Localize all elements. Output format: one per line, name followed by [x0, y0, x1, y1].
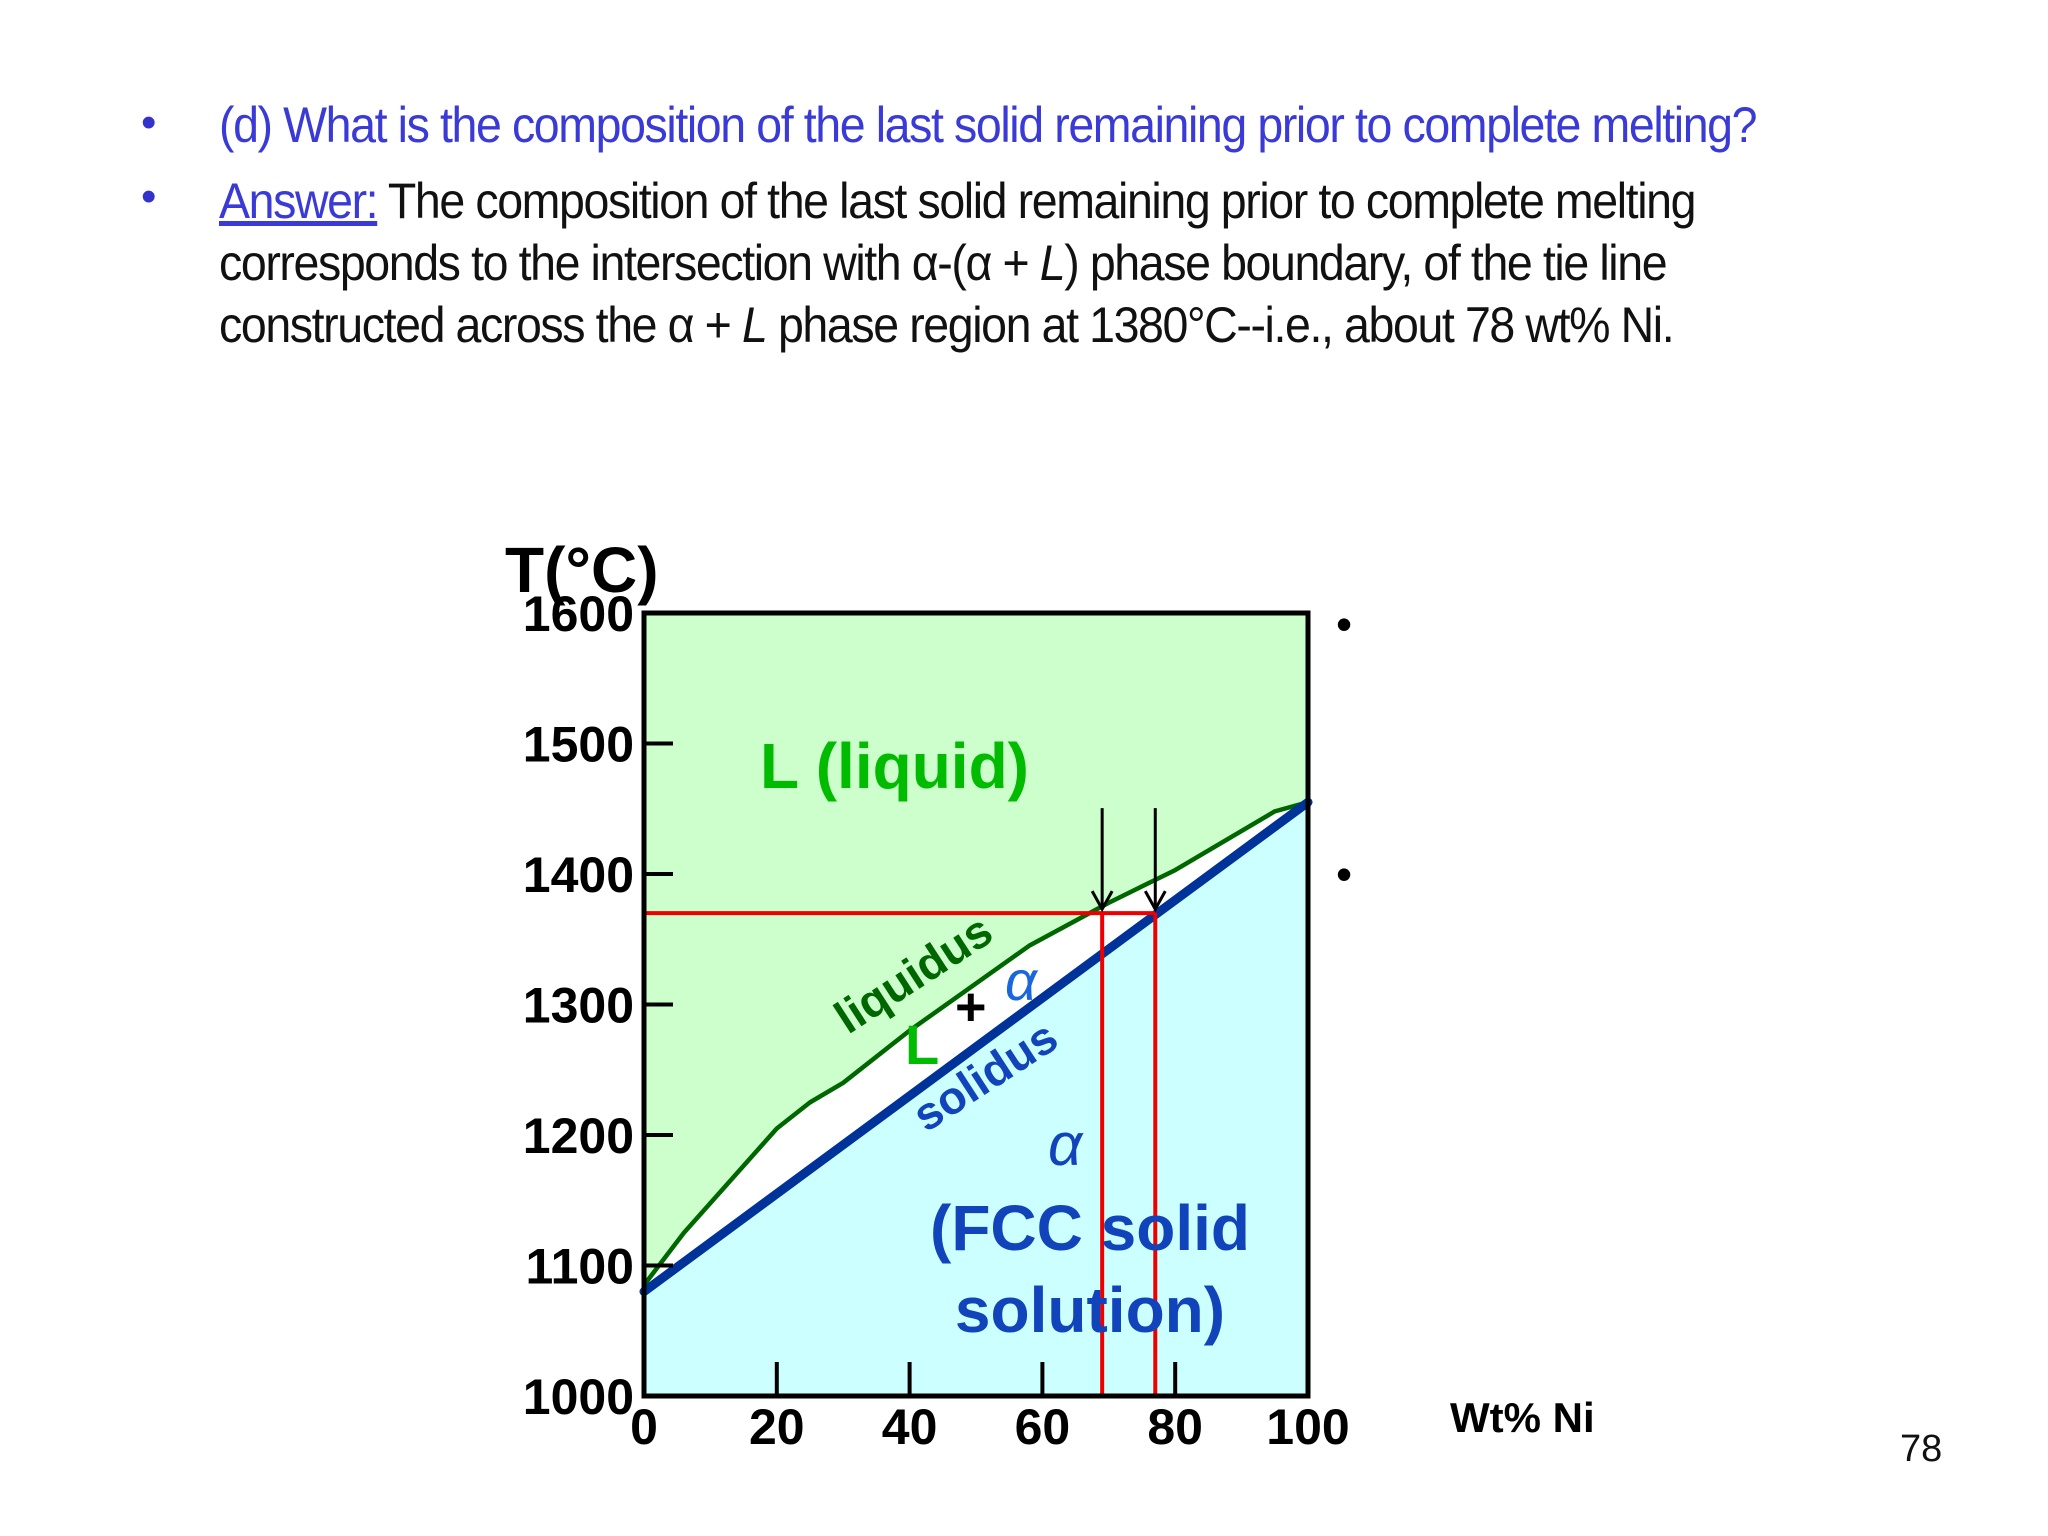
solid-region [644, 802, 1308, 1396]
x-tick-label: 0 [630, 1399, 658, 1455]
answer-line-1: Answer: The composition of the last soli… [219, 170, 1893, 232]
x-axis-label: Wt% Ni [1450, 1394, 1595, 1441]
y-tick-label: 1300 [523, 978, 634, 1034]
tie-lines [644, 808, 1167, 1396]
two-phase-alpha: α [1005, 949, 1039, 1012]
x-tick-label: 100 [1266, 1399, 1349, 1455]
x-tick-label: 80 [1147, 1399, 1203, 1455]
side-bullet-1: • [1336, 598, 1353, 650]
question-bullet: • [141, 98, 157, 147]
x-tick-label: 40 [882, 1399, 938, 1455]
y-tick-label: 1600 [523, 586, 634, 642]
y-axis-label: T(°C) [505, 534, 659, 606]
answer-line-2b: L [1039, 235, 1066, 291]
y-tick-label: 1500 [523, 717, 634, 773]
answer-line-2c: ) phase boundary, of the tie line [1064, 235, 1667, 291]
answer-bullet: • [141, 172, 157, 221]
answer-line-3b: L [741, 297, 768, 353]
answer-line-3c: phase region at 1380°C--i.e., about 78 w… [766, 297, 1675, 353]
question-text: (d) What is the composition of the last … [219, 97, 1758, 153]
answer-line-3a: constructed across the α + [219, 297, 742, 353]
y-tick-label: 1200 [523, 1108, 634, 1164]
solidus-curve [639, 797, 1313, 1297]
solidus-intersection-arrow-head [1143, 890, 1167, 913]
answer-line-1-text: The composition of the last solid remain… [377, 173, 1697, 229]
liquidus-intersection-arrow [1090, 808, 1114, 913]
y-tick-label: 1400 [523, 847, 634, 903]
x-tick-label: 20 [749, 1399, 805, 1455]
two-phase-L: L [905, 1013, 939, 1076]
answer-link[interactable]: Answer: [219, 173, 379, 229]
side-bullet-2: • [1336, 848, 1353, 900]
fcc-label-line2: solution) [955, 1274, 1225, 1346]
liquid-region [644, 613, 1308, 1286]
y-tick-label: 1100 [526, 1239, 634, 1295]
page-number: 78 [1900, 1428, 1943, 1470]
answer-line-2a: corresponds to the intersection with α-(… [219, 235, 1040, 291]
liquidus-curve [642, 800, 1309, 1287]
fcc-label-line1: (FCC solid [930, 1192, 1250, 1264]
alpha-region-label: α [1048, 1111, 1084, 1178]
two-phase-plus: + [955, 977, 987, 1037]
liquidus-intersection-arrow-head [1090, 890, 1114, 913]
liquid-region-label: L (liquid) [760, 730, 1029, 802]
answer-line-2: corresponds to the intersection with α-(… [219, 232, 1893, 294]
text-section: • (d) What is the composition of the las… [0, 0, 2048, 420]
answer-line-3: constructed across the α + L phase regio… [219, 294, 1893, 356]
solidus-intersection-arrow [1143, 808, 1167, 913]
y-tick-label: 1000 [523, 1369, 634, 1425]
answer-text: Answer: The composition of the last soli… [219, 170, 1893, 356]
phase-boundaries [639, 797, 1313, 1297]
x-tick-label: 60 [1015, 1399, 1071, 1455]
